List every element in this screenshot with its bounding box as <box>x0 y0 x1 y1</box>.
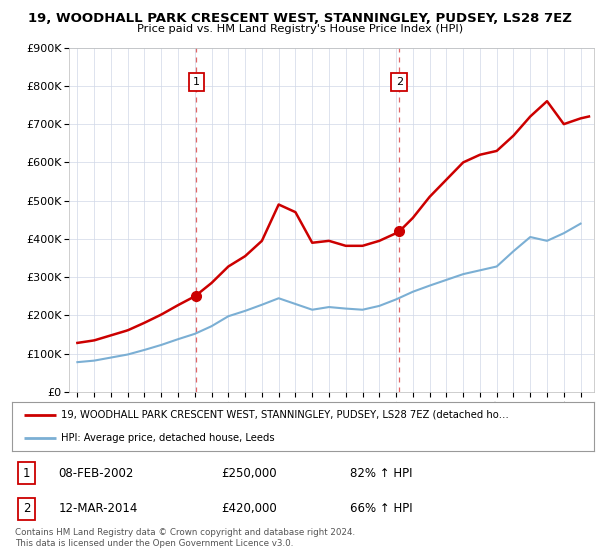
Text: 1: 1 <box>193 77 200 87</box>
Text: 12-MAR-2014: 12-MAR-2014 <box>59 502 138 515</box>
Text: HPI: Average price, detached house, Leeds: HPI: Average price, detached house, Leed… <box>61 433 275 444</box>
Text: 1: 1 <box>23 466 30 479</box>
Text: 2: 2 <box>23 502 30 515</box>
Text: Contains HM Land Registry data © Crown copyright and database right 2024.: Contains HM Land Registry data © Crown c… <box>15 528 355 536</box>
Text: 19, WOODHALL PARK CRESCENT WEST, STANNINGLEY, PUDSEY, LS28 7EZ (detached ho…: 19, WOODHALL PARK CRESCENT WEST, STANNIN… <box>61 410 509 420</box>
Text: 19, WOODHALL PARK CRESCENT WEST, STANNINGLEY, PUDSEY, LS28 7EZ: 19, WOODHALL PARK CRESCENT WEST, STANNIN… <box>28 12 572 25</box>
Text: This data is licensed under the Open Government Licence v3.0.: This data is licensed under the Open Gov… <box>15 539 293 548</box>
Text: 08-FEB-2002: 08-FEB-2002 <box>59 466 134 479</box>
Text: £420,000: £420,000 <box>221 502 277 515</box>
Text: £250,000: £250,000 <box>221 466 277 479</box>
Text: 2: 2 <box>396 77 403 87</box>
Text: Price paid vs. HM Land Registry's House Price Index (HPI): Price paid vs. HM Land Registry's House … <box>137 24 463 34</box>
Text: 66% ↑ HPI: 66% ↑ HPI <box>350 502 412 515</box>
Text: 82% ↑ HPI: 82% ↑ HPI <box>350 466 412 479</box>
